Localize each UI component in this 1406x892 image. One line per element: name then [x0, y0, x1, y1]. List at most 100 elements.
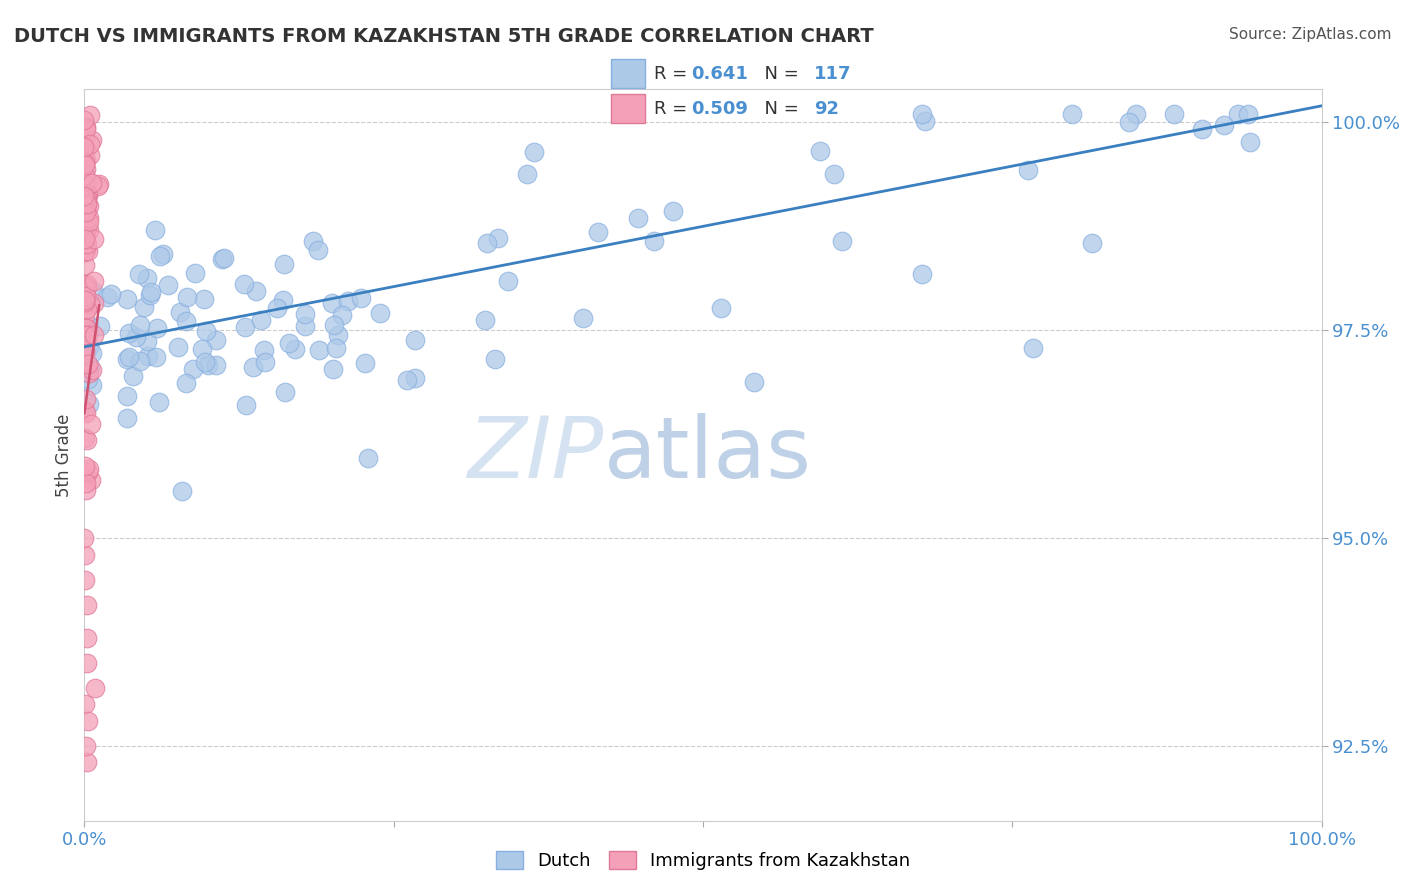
Point — [73, 259, 96, 273]
Point — [77, 714, 100, 728]
Point — [1191, 121, 1213, 136]
Point — [76, 195, 98, 210]
Point — [76, 656, 98, 670]
Point — [301, 234, 323, 248]
Point — [321, 296, 343, 310]
Point — [284, 342, 307, 356]
Text: R =: R = — [654, 100, 693, 118]
Point — [73, 404, 96, 418]
Point — [233, 277, 256, 291]
Text: ZIP: ZIP — [468, 413, 605, 497]
Point — [73, 244, 96, 259]
Point — [75, 121, 97, 136]
Point — [73, 113, 96, 128]
Text: atlas: atlas — [605, 413, 813, 497]
Point — [79, 340, 101, 354]
Point — [115, 410, 138, 425]
Text: Source: ZipAtlas.com: Source: ZipAtlas.com — [1229, 27, 1392, 42]
Point — [73, 309, 96, 323]
Point — [139, 287, 162, 301]
Point — [139, 285, 162, 300]
Point — [404, 333, 426, 347]
Point — [115, 351, 138, 366]
Point — [322, 361, 344, 376]
Point — [79, 108, 101, 122]
Point — [474, 313, 496, 327]
Point — [128, 267, 150, 281]
Point — [75, 321, 97, 335]
Point — [523, 145, 546, 159]
Point — [75, 328, 97, 343]
Text: 0.509: 0.509 — [690, 100, 748, 118]
Point — [77, 215, 100, 229]
Point — [79, 147, 101, 161]
Point — [132, 300, 155, 314]
Point — [129, 354, 152, 368]
Point — [235, 398, 257, 412]
Point — [118, 351, 141, 365]
Bar — [612, 59, 645, 87]
Point — [75, 153, 97, 167]
Point — [76, 280, 98, 294]
Point — [914, 113, 936, 128]
Point — [176, 290, 198, 304]
Point — [152, 247, 174, 261]
Point — [73, 158, 96, 172]
Point — [211, 252, 233, 267]
Point — [181, 361, 204, 376]
Point — [77, 372, 100, 386]
Point — [73, 244, 96, 259]
Point — [498, 273, 520, 287]
Point — [75, 293, 97, 307]
Point — [75, 483, 97, 498]
Point — [294, 318, 316, 333]
Point — [79, 461, 101, 475]
Point — [75, 162, 97, 177]
Point — [77, 328, 100, 343]
Point — [1125, 107, 1147, 121]
Point — [115, 292, 138, 306]
Text: 92: 92 — [814, 100, 839, 118]
Text: R =: R = — [654, 65, 693, 83]
Point — [322, 318, 344, 332]
Point — [80, 133, 103, 147]
Point — [75, 406, 97, 420]
Point — [233, 319, 256, 334]
Point — [77, 357, 100, 371]
Point — [172, 484, 194, 499]
Point — [79, 360, 101, 375]
Point — [166, 340, 188, 354]
Point — [627, 211, 650, 226]
Point — [184, 267, 207, 281]
Point — [75, 229, 97, 244]
Point — [76, 217, 98, 231]
Point — [643, 234, 665, 248]
Point — [84, 681, 107, 695]
Point — [831, 234, 853, 248]
Point — [125, 330, 148, 344]
Point — [73, 531, 96, 545]
Point — [330, 308, 353, 322]
Point — [75, 698, 97, 712]
Point — [136, 350, 159, 364]
Point — [191, 342, 214, 356]
Point — [76, 204, 98, 219]
Point — [73, 128, 96, 143]
Point — [75, 739, 97, 753]
Point — [75, 169, 97, 183]
Point — [79, 396, 101, 410]
Point — [325, 341, 347, 355]
Point — [75, 476, 97, 491]
Point — [1237, 107, 1260, 121]
Point — [115, 389, 138, 403]
Point — [475, 236, 498, 251]
Point — [571, 311, 593, 326]
Point — [245, 284, 267, 298]
Point — [80, 346, 103, 360]
Text: DUTCH VS IMMIGRANTS FROM KAZAKHSTAN 5TH GRADE CORRELATION CHART: DUTCH VS IMMIGRANTS FROM KAZAKHSTAN 5TH … — [14, 27, 873, 45]
Point — [76, 433, 98, 447]
Point — [77, 366, 100, 380]
Point — [75, 244, 97, 258]
Point — [823, 167, 845, 181]
Point — [143, 223, 166, 237]
